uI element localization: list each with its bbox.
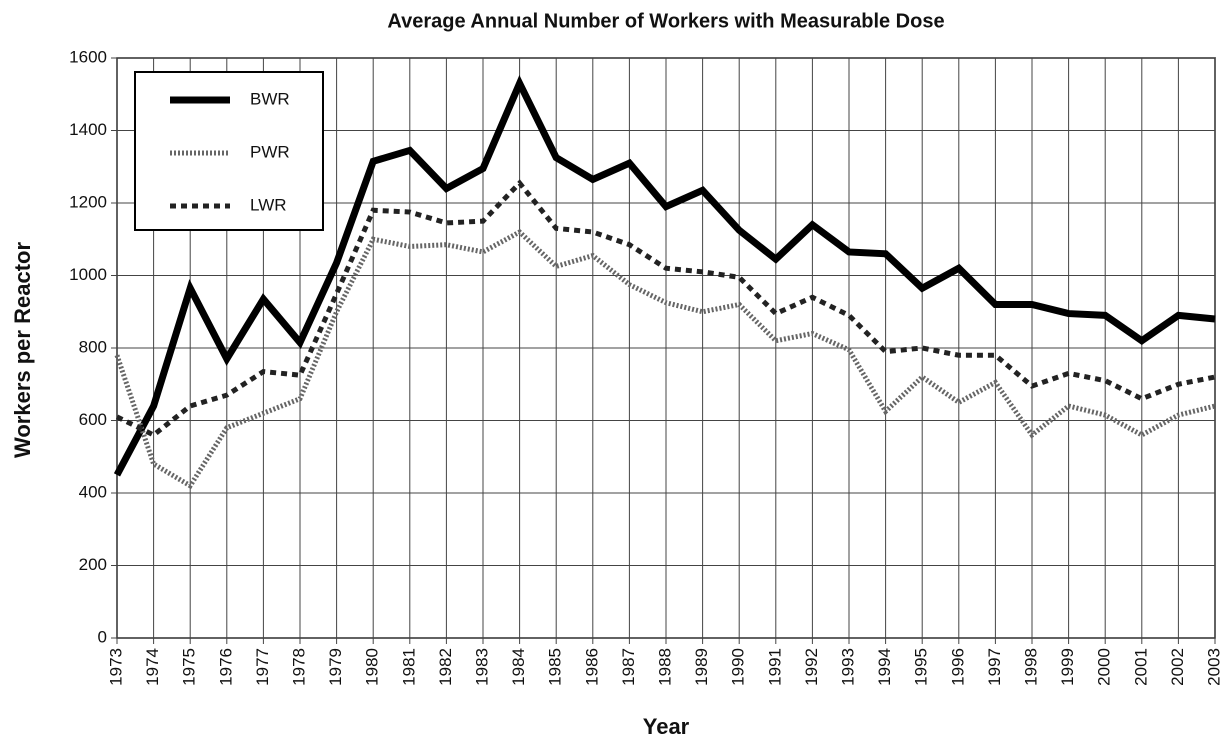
x-tick-label: 1976: [216, 648, 235, 686]
x-tick-label: 1989: [692, 648, 711, 686]
x-axis-label: Year: [643, 714, 690, 739]
y-tick-label: 1400: [69, 120, 107, 139]
x-tick-label: 1980: [363, 648, 382, 686]
series-line: [113, 75, 1216, 477]
y-tick-label: 600: [79, 410, 107, 429]
y-tick-label: 0: [98, 627, 107, 646]
x-tick-label: 2003: [1204, 648, 1223, 686]
legend-label: PWR: [250, 142, 290, 161]
x-tick-label: 1991: [765, 648, 784, 686]
x-tick-label: 1983: [472, 648, 491, 686]
legend-label: LWR: [250, 195, 287, 214]
x-tick-label: 1996: [948, 648, 967, 686]
y-tick-label: 800: [79, 337, 107, 356]
x-tick-label: 1977: [253, 648, 272, 686]
x-tick-label: 1984: [509, 648, 528, 686]
x-tick-label: 1998: [1021, 648, 1040, 686]
x-tick-label: 1982: [436, 648, 455, 686]
x-tick-label: 1974: [143, 648, 162, 686]
y-tick-label: 200: [79, 555, 107, 574]
x-tick-label: 2001: [1131, 648, 1150, 686]
y-tick-label: 1200: [69, 192, 107, 211]
x-tick-label: 1995: [912, 648, 931, 686]
x-tick-label: 1988: [655, 648, 674, 686]
x-tick-label: 1986: [582, 648, 601, 686]
x-tick-label: 1992: [802, 648, 821, 686]
x-tick-label: 2000: [1095, 648, 1114, 686]
y-tick-label: 400: [79, 482, 107, 501]
legend-label: BWR: [250, 89, 290, 108]
x-tick-label: 1990: [729, 648, 748, 686]
x-tick-label: 1999: [1058, 648, 1077, 686]
x-tick-label: 1973: [106, 648, 125, 686]
x-tick-label: 1979: [326, 648, 345, 686]
x-tick-label: 1994: [875, 648, 894, 686]
x-tick-label: 1993: [838, 648, 857, 686]
x-tick-label: 1997: [985, 648, 1004, 686]
chart-title: Average Annual Number of Workers with Me…: [387, 10, 944, 32]
x-tick-label: 1981: [399, 648, 418, 686]
x-tick-label: 1978: [289, 648, 308, 686]
y-tick-label: 1000: [69, 265, 107, 284]
x-tick-label: 1975: [180, 648, 199, 686]
x-tick-label: 1987: [619, 648, 638, 686]
y-tick-label: 1600: [69, 47, 107, 66]
series-line: [115, 179, 1216, 438]
x-tick-label: 1985: [546, 648, 565, 686]
series-line: [114, 228, 1216, 490]
y-axis-label: Workers per Reactor: [10, 242, 35, 458]
x-tick-label: 2002: [1168, 648, 1187, 686]
